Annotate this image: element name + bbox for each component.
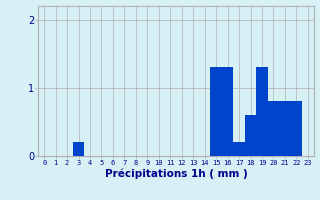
- Bar: [245, 115, 256, 156]
- X-axis label: Précipitations 1h ( mm ): Précipitations 1h ( mm ): [105, 169, 247, 179]
- Bar: [73, 142, 84, 156]
- Bar: [268, 101, 279, 156]
- Bar: [256, 67, 268, 156]
- Bar: [291, 101, 302, 156]
- Bar: [279, 101, 291, 156]
- Bar: [211, 67, 222, 156]
- Bar: [233, 142, 245, 156]
- Bar: [222, 67, 233, 156]
